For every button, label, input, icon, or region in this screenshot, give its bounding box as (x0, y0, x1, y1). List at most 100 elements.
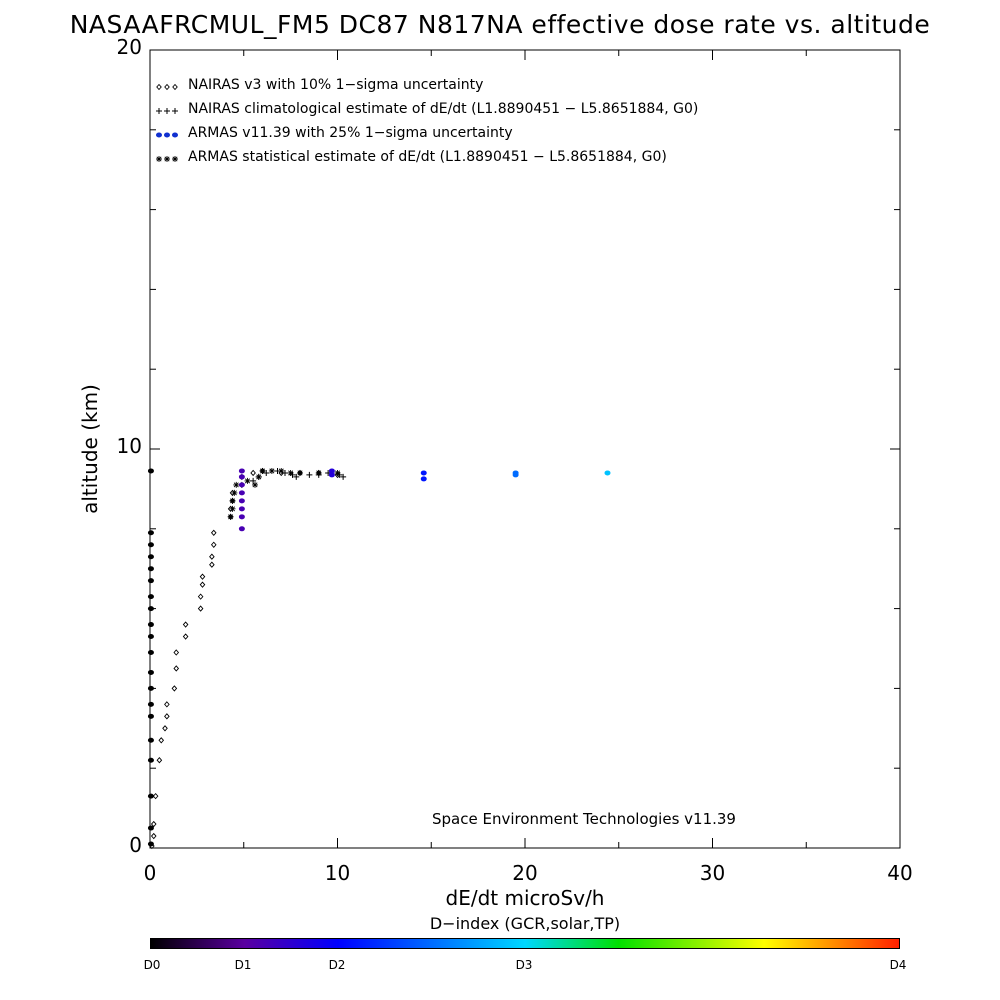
legend-label: NAIRAS climatological estimate of dE/dt … (188, 101, 698, 117)
series-circle (147, 468, 611, 847)
armas-stat-point (287, 469, 294, 476)
nairas-point (250, 469, 256, 477)
armas-point (147, 737, 154, 743)
nairas-point (182, 633, 189, 640)
nairas-point (164, 701, 170, 708)
legend-entry: NAIRAS climatological estimate of dE/dt … (156, 101, 698, 117)
nairas-point (197, 593, 204, 600)
plot-frame (149, 49, 901, 849)
armas-stat-point (252, 481, 258, 488)
nairas-clim-point (306, 471, 313, 478)
nairas-clim-point (156, 108, 162, 114)
x-tick-label: 10 (325, 861, 350, 885)
armas-point (147, 530, 154, 536)
credit-label: Space Environment Technologies v11.39 (432, 810, 736, 828)
armas-point (147, 634, 154, 640)
nairas-point (164, 713, 170, 720)
armas-point (147, 669, 154, 675)
x-tick-label: 40 (887, 861, 912, 885)
nairas-point (150, 832, 157, 840)
nairas-clim-point (164, 108, 170, 114)
armas-point (328, 472, 335, 478)
armas-stat-point (229, 505, 236, 512)
nairas-point (156, 83, 162, 91)
legend-entry: ARMAS statistical estimate of dE/dt (L1.… (156, 149, 667, 165)
nairas-point (152, 792, 159, 800)
nairas-point (171, 685, 178, 692)
armas-point (147, 649, 154, 655)
legend-entry: NAIRAS v3 with 10% 1−sigma uncertainty (156, 77, 483, 93)
armas-stat-point (315, 469, 322, 476)
colorbar-tick: D1 (234, 958, 252, 972)
nairas-point (158, 737, 165, 744)
colorbar-tick: D0 (143, 958, 161, 972)
armas-point (147, 825, 154, 831)
armas-point (512, 470, 519, 476)
nairas-point (173, 665, 180, 672)
legend-label: ARMAS statistical estimate of dE/dt (L1.… (188, 149, 667, 165)
nairas-point (150, 820, 157, 828)
chart-title: NASAAFRCMUL_FM5 DC87 N817NA effective do… (69, 10, 931, 39)
armas-point (147, 713, 154, 719)
armas-point (147, 622, 154, 628)
armas-stat-point (227, 513, 234, 520)
armas-point (238, 506, 245, 512)
series-diamond (149, 467, 341, 850)
armas-point (420, 476, 427, 482)
armas-stat-point (255, 473, 262, 480)
armas-point (147, 757, 154, 763)
nairas-clim-point (340, 473, 347, 480)
colorbar-tick: D2 (328, 958, 346, 972)
armas-point (147, 542, 154, 548)
armas-stat-point (259, 467, 266, 474)
x-axis-label: dE/dt microSv/h (446, 886, 605, 910)
armas-stat-point (231, 489, 238, 496)
armas-stat-point (172, 156, 178, 162)
armas-point (147, 793, 154, 799)
nairas-point (210, 529, 217, 536)
armas-point (147, 578, 154, 584)
colorbar (150, 938, 900, 949)
colorbar-tick: D3 (515, 958, 533, 972)
legend-label: ARMAS v11.39 with 25% 1−sigma uncertaint… (188, 125, 513, 141)
nairas-point (210, 541, 217, 548)
y-tick-label: 20 (117, 35, 142, 59)
nairas-point (199, 573, 206, 580)
armas-point (604, 470, 611, 476)
armas-point (238, 468, 245, 474)
armas-stat-point (156, 156, 162, 162)
nairas-point (172, 83, 178, 91)
armas-stat-point (233, 481, 240, 488)
x-tick-label: 0 (144, 861, 157, 885)
armas-point (238, 490, 245, 496)
armas-point (147, 554, 154, 560)
armas-stat-point (244, 477, 251, 484)
nairas-point (197, 605, 204, 612)
nairas-point (162, 725, 168, 732)
y-tick-label: 0 (129, 833, 142, 857)
nairas-point (209, 561, 215, 568)
armas-point (156, 132, 162, 138)
armas-stat-point (297, 469, 303, 476)
armas-point (147, 594, 154, 600)
nairas-point (164, 83, 170, 91)
armas-point (147, 606, 154, 612)
legend-entry: ARMAS v11.39 with 25% 1−sigma uncertaint… (156, 125, 513, 141)
armas-point (238, 514, 245, 520)
armas-point (147, 685, 154, 691)
armas-point (238, 498, 245, 504)
armas-stat-point (229, 497, 236, 504)
nairas-clim-point (172, 108, 178, 114)
armas-point (147, 841, 154, 847)
armas-point (147, 468, 154, 474)
armas-stat-point (164, 156, 170, 162)
armas-point (420, 470, 427, 476)
armas-point (238, 482, 245, 488)
armas-stat-point (268, 467, 275, 474)
legend-label: NAIRAS v3 with 10% 1−sigma uncertainty (188, 77, 483, 93)
nairas-point (209, 553, 215, 560)
colorbar-tick: D4 (889, 958, 907, 972)
armas-point (164, 132, 170, 138)
colorbar-title: D−index (GCR,solar,TP) (429, 914, 621, 933)
